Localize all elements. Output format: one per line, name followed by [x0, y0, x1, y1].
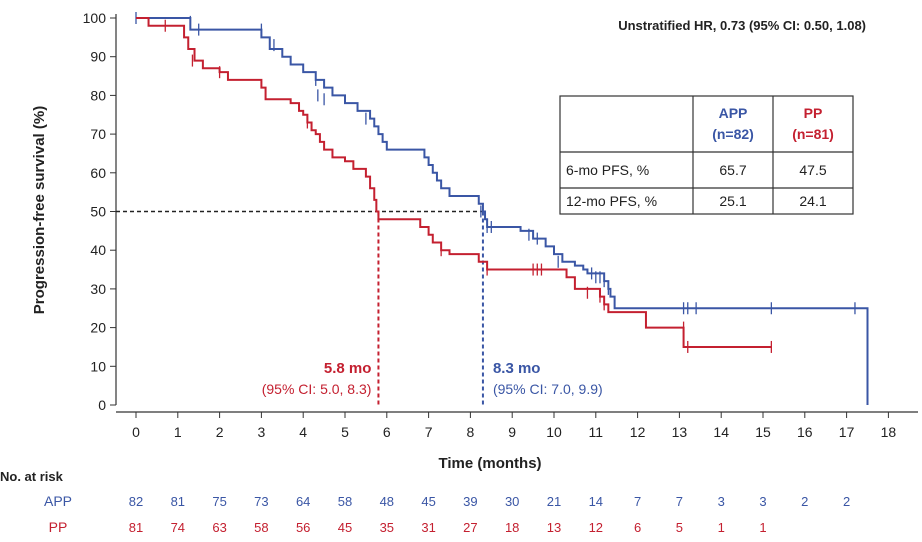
x-tick-label: 14	[713, 424, 729, 440]
at-risk-count: 5	[676, 520, 683, 535]
at-risk-count: 2	[843, 494, 850, 509]
x-tick-label: 1	[174, 424, 182, 440]
at-risk-count: 1	[718, 520, 725, 535]
y-tick-label: 30	[90, 281, 106, 297]
hazard-ratio-annotation: Unstratified HR, 0.73 (95% CI: 0.50, 1.0…	[618, 18, 866, 33]
at-risk-label-app: APP	[44, 493, 72, 509]
table-row-label: 6-mo PFS, %	[566, 162, 649, 178]
table-cell: 25.1	[719, 193, 746, 209]
x-tick-label: 5	[341, 424, 349, 440]
x-tick-label: 7	[425, 424, 433, 440]
pp-median-ci: (95% CI: 5.0, 8.3)	[262, 381, 372, 397]
at-risk-count: 64	[296, 494, 310, 509]
y-tick-label: 0	[98, 397, 106, 413]
table-cell: 47.5	[799, 162, 826, 178]
at-risk-count: 81	[171, 494, 185, 509]
y-tick-label: 90	[90, 49, 106, 65]
at-risk-count: 45	[421, 494, 435, 509]
y-tick-label: 50	[90, 204, 106, 220]
at-risk-count: 56	[296, 520, 310, 535]
x-tick-label: 13	[672, 424, 688, 440]
at-risk-count: 74	[171, 520, 185, 535]
at-risk-count: 1	[759, 520, 766, 535]
app-median-ci: (95% CI: 7.0, 9.9)	[493, 381, 603, 397]
at-risk-count: 7	[634, 494, 641, 509]
x-tick-label: 16	[797, 424, 813, 440]
at-risk-count: 81	[129, 520, 143, 535]
landmark-table: APP (n=82) PP (n=81) 6-mo PFS, % 65.7 47.5 12-m…	[559, 95, 854, 215]
at-risk-count: 3	[759, 494, 766, 509]
y-axis-title: Progression-free survival (%)	[31, 106, 48, 314]
at-risk-count: 2	[801, 494, 808, 509]
table-header-app: APP	[719, 105, 748, 121]
table-header-n-pp: (n=81)	[792, 126, 834, 142]
at-risk-count: 14	[589, 494, 603, 509]
x-tick-label: 10	[546, 424, 562, 440]
at-risk-count: 82	[129, 494, 143, 509]
at-risk-count: 58	[254, 520, 268, 535]
x-tick-label: 0	[132, 424, 140, 440]
at-risk-count: 48	[380, 494, 394, 509]
curve-pp	[136, 17, 772, 348]
x-tick-label: 18	[881, 424, 897, 440]
at-risk-count: 73	[254, 494, 268, 509]
x-tick-label: 3	[258, 424, 266, 440]
x-tick-label: 17	[839, 424, 855, 440]
annotation-layer: Unstratified HR, 0.73 (95% CI: 0.50, 1.0…	[262, 18, 866, 397]
at-risk-count: 31	[421, 520, 435, 535]
at-risk-count: 6	[634, 520, 641, 535]
landmark-table-frame	[559, 95, 854, 215]
app-median-label: 8.3 mo	[493, 360, 541, 377]
at-risk-count: 27	[463, 520, 477, 535]
at-risk-label-pp: PP	[49, 519, 68, 535]
table-row-label: 12-mo PFS, %	[566, 193, 657, 209]
curve-app	[136, 17, 869, 405]
at-risk-count: 39	[463, 494, 477, 509]
table-cell: 24.1	[799, 193, 826, 209]
at-risk-count: 18	[505, 520, 519, 535]
y-tick-label: 40	[90, 242, 106, 258]
at-risk-count: 58	[338, 494, 352, 509]
at-risk-title: No. at risk	[0, 469, 64, 484]
at-risk-count: 35	[380, 520, 394, 535]
y-tick-label: 60	[90, 165, 106, 181]
series-layer	[116, 12, 869, 405]
at-risk-count: 13	[547, 520, 561, 535]
pp-median-label: 5.8 mo	[324, 360, 372, 377]
table-header-pp: PP	[804, 105, 823, 121]
x-tick-label: 15	[755, 424, 771, 440]
x-tick-label: 4	[299, 424, 307, 440]
table-cell: 65.7	[719, 162, 746, 178]
at-risk-count: 3	[718, 494, 725, 509]
y-tick-label: 20	[90, 320, 106, 336]
at-risk-count: 63	[212, 520, 226, 535]
at-risk-count: 75	[212, 494, 226, 509]
at-risk-count: 45	[338, 520, 352, 535]
x-tick-label: 2	[216, 424, 224, 440]
y-tick-label: 80	[90, 87, 106, 103]
at-risk-count: 12	[589, 520, 603, 535]
x-tick-label: 11	[589, 424, 604, 440]
x-tick-label: 12	[630, 424, 646, 440]
y-tick-label: 70	[90, 126, 106, 142]
x-axis-title: Time (months)	[438, 455, 541, 472]
x-tick-label: 8	[467, 424, 475, 440]
y-tick-label: 100	[83, 10, 107, 26]
table-header-n-app: (n=82)	[712, 126, 754, 142]
at-risk-count: 21	[547, 494, 561, 509]
x-tick-label: 9	[508, 424, 516, 440]
x-tick-label: 6	[383, 424, 391, 440]
at-risk-count: 7	[676, 494, 683, 509]
at-risk-count: 30	[505, 494, 519, 509]
y-tick-label: 10	[90, 358, 106, 374]
